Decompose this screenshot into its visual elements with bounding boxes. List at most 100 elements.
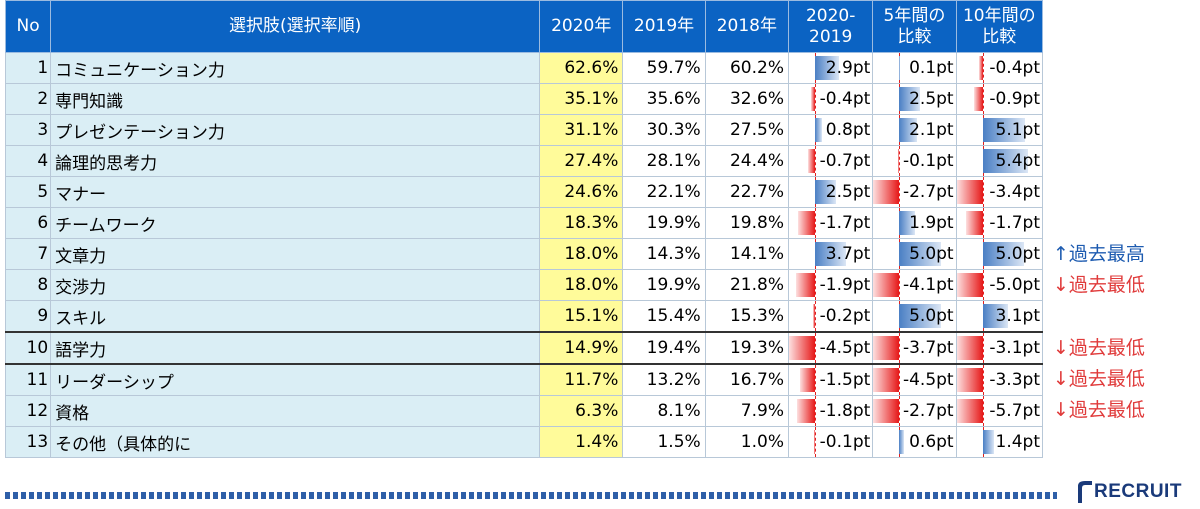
row-number: 3 — [4, 114, 52, 146]
zero-axis-line — [982, 177, 984, 207]
diff-5yr-cell: 5.0pt — [872, 238, 957, 270]
row-number: 2 — [4, 83, 52, 115]
value-2018: 16.7% — [704, 363, 789, 396]
diff-value: -1.9pt — [819, 275, 871, 295]
positive-bar — [814, 118, 822, 142]
negative-bar — [957, 336, 983, 360]
value-2018: 21.8% — [704, 269, 789, 301]
negative-bar — [797, 399, 815, 423]
record-low-note: ↓過去最低 — [1053, 274, 1145, 297]
record-low-note: ↓過去最低 — [1053, 336, 1145, 359]
diff-5yr-cell: 5.0pt — [872, 300, 957, 333]
diff-1yr-cell: 2.5pt — [787, 176, 874, 208]
diff-1yr-cell: 2.9pt — [787, 52, 874, 84]
negative-bar — [813, 304, 815, 328]
value-2018: 32.6% — [704, 83, 789, 115]
table-row: 9 スキル 15.1% 15.4% 15.3% -0.2pt 5.0pt 3.1pt — [4, 300, 1044, 333]
diff-value: 2.5pt — [825, 182, 871, 202]
diff-5yr-cell: -3.7pt — [872, 331, 957, 365]
diff-value: -3.4pt — [989, 182, 1040, 202]
value-2018: 7.9% — [704, 395, 789, 427]
diff-value: -1.7pt — [819, 213, 871, 233]
diff-1yr-cell: -0.4pt — [787, 83, 874, 115]
table-row: 2 専門知識 35.1% 35.6% 32.6% -0.4pt 2.5pt -0.9pt — [4, 83, 1044, 115]
diff-value: 5.0pt — [909, 244, 954, 264]
value-2020: 6.3% — [539, 395, 624, 427]
diff-value: 1.4pt — [995, 432, 1041, 452]
value-2020: 27.4% — [539, 145, 624, 177]
diff-10yr-cell: -3.3pt — [955, 363, 1044, 396]
positive-bar — [982, 304, 1009, 328]
diff-10yr-cell: -5.0pt — [955, 269, 1044, 301]
header-diff-1yr-line2: 2019 — [809, 26, 853, 47]
diff-10yr-cell: -3.4pt — [955, 176, 1044, 208]
header-label: 選択肢(選択率順) — [50, 0, 541, 53]
table-row: 10 語学力 14.9% 19.4% 19.3% -4.5pt -3.7pt -3.1pt — [4, 331, 1044, 365]
value-2019: 19.4% — [622, 331, 706, 365]
row-label: 交渉力 — [50, 269, 541, 301]
record-low-note: ↓過去最低 — [1053, 399, 1145, 422]
diff-1yr-cell: -1.7pt — [787, 207, 874, 239]
recruit-logo: RECRUIT — [1075, 478, 1193, 506]
diff-value: -4.5pt — [819, 338, 871, 358]
diff-10yr-cell: -3.1pt — [955, 331, 1044, 365]
row-label: コミュニケーション力 — [50, 52, 541, 84]
negative-bar — [957, 399, 983, 423]
recruit-logo-mark-icon — [1078, 481, 1092, 503]
diff-value: 2.9pt — [825, 58, 871, 78]
value-2018: 15.3% — [704, 300, 789, 333]
positive-bar — [982, 430, 995, 454]
header-diff-1yr-line1: 2020- — [805, 5, 856, 26]
negative-bar — [800, 368, 815, 392]
diff-1yr-cell: 3.7pt — [787, 238, 874, 270]
positive-bar — [899, 56, 901, 80]
zero-axis-line — [982, 396, 984, 426]
header-diff-5yr-line1: 5年間の — [883, 5, 946, 26]
diff-10yr-cell: 5.0pt — [955, 238, 1044, 270]
diff-value: -0.4pt — [819, 89, 871, 109]
table-row: 8 交渉力 18.0% 19.9% 21.8% -1.9pt -4.1pt -5.0pt — [4, 269, 1044, 301]
negative-bar — [814, 430, 815, 454]
row-number: 8 — [4, 269, 52, 301]
diff-1yr-cell: -0.7pt — [787, 145, 874, 177]
value-2019: 19.9% — [622, 207, 706, 239]
diff-value: -3.1pt — [989, 338, 1040, 358]
diff-10yr-cell: 5.4pt — [955, 145, 1044, 177]
value-2020: 1.4% — [539, 426, 624, 458]
diff-5yr-cell: 0.6pt — [872, 426, 957, 458]
value-2019: 35.6% — [622, 83, 706, 115]
zero-axis-line — [814, 208, 816, 238]
diff-value: 0.8pt — [825, 120, 871, 140]
diff-value: -0.4pt — [989, 58, 1040, 78]
positive-bar — [899, 242, 941, 266]
negative-bar — [811, 87, 815, 111]
positive-bar — [899, 211, 916, 235]
record-high-note: ↑過去最高 — [1053, 243, 1145, 266]
table-row: 7 文章力 18.0% 14.3% 14.1% 3.7pt 5.0pt 5.0pt — [4, 238, 1044, 270]
value-2019: 8.1% — [622, 395, 706, 427]
diff-1yr-cell: 0.8pt — [787, 114, 874, 146]
diff-value: 0.1pt — [909, 58, 954, 78]
negative-bar — [873, 273, 900, 297]
diff-1yr-cell: -0.2pt — [787, 300, 874, 333]
diff-10yr-cell: 5.1pt — [955, 114, 1044, 146]
dotted-divider — [5, 492, 1057, 499]
zero-axis-line — [899, 365, 901, 395]
value-2019: 28.1% — [622, 145, 706, 177]
row-number: 4 — [4, 145, 52, 177]
diff-value: -0.1pt — [902, 151, 954, 171]
diff-1yr-cell: -1.9pt — [787, 269, 874, 301]
zero-axis-line — [814, 396, 816, 426]
value-2019: 1.5% — [622, 426, 706, 458]
row-label: リーダーシップ — [50, 363, 541, 396]
value-2019: 13.2% — [622, 363, 706, 396]
ranking-table: No 選択肢(選択率順) 2020年 2019年 2018年 2020- 2019… — [4, 0, 1044, 458]
header-diff-5yr: 5年間の 比較 — [872, 0, 957, 53]
diff-10yr-cell: -0.9pt — [955, 83, 1044, 115]
row-label: 語学力 — [50, 331, 541, 365]
diff-value: -1.8pt — [819, 401, 871, 421]
zero-axis-line — [982, 270, 984, 300]
diff-value: -5.7pt — [989, 401, 1040, 421]
positive-bar — [982, 242, 1025, 266]
header-2020: 2020年 — [539, 0, 624, 53]
